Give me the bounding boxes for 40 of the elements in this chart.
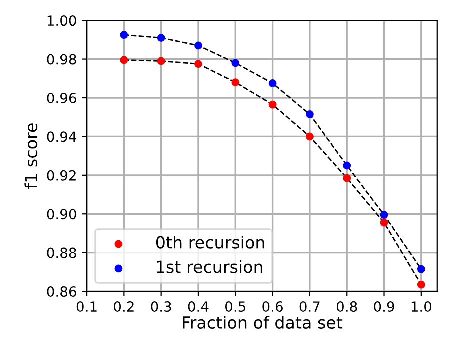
point — [306, 132, 314, 141]
point — [380, 211, 388, 220]
y-tick-label: 0.98 — [47, 54, 76, 65]
point — [268, 80, 277, 88]
y-tick-label: 0.88 — [47, 248, 76, 258]
legend-label: 1st recursion — [157, 260, 262, 274]
point — [380, 218, 388, 227]
point — [120, 56, 128, 64]
x-tick-label: 0.6 — [262, 302, 283, 312]
point — [343, 162, 352, 170]
point — [232, 78, 240, 86]
x-tick-label: 0.2 — [114, 302, 134, 312]
y-tick-label: 1.00 — [48, 16, 76, 26]
x-tick-label: 0.4 — [188, 302, 209, 312]
legend-label: 0th recursion — [156, 236, 264, 249]
point — [120, 31, 128, 40]
point — [343, 174, 352, 182]
x-tick-label: 0.1 — [76, 302, 97, 312]
y-tick-label: 0.90 — [47, 209, 76, 220]
point — [417, 280, 426, 289]
point — [306, 110, 314, 118]
y-tick-label: 0.96 — [47, 92, 76, 104]
x-tick-label: 0.9 — [374, 302, 394, 312]
x-tick-label: 0.3 — [151, 302, 172, 312]
y-tick-label: 0.92 — [47, 170, 76, 181]
x-tick-label: 1.0 — [412, 302, 432, 312]
y-axis-title: f1 score — [24, 124, 38, 189]
point — [268, 100, 277, 109]
point — [232, 59, 240, 68]
point — [417, 265, 426, 274]
point — [157, 34, 166, 42]
y-tick-label: 0.94 — [47, 132, 77, 142]
y-tick-label: 0.86 — [47, 286, 76, 298]
x-tick-label: 0.8 — [336, 302, 358, 312]
x-tick-label: 0.7 — [300, 302, 320, 312]
x-tick-label: 0.5 — [226, 302, 246, 312]
point — [194, 60, 202, 68]
point — [194, 42, 202, 50]
x-axis-title: Fraction of data set — [183, 316, 343, 330]
point — [157, 57, 166, 66]
